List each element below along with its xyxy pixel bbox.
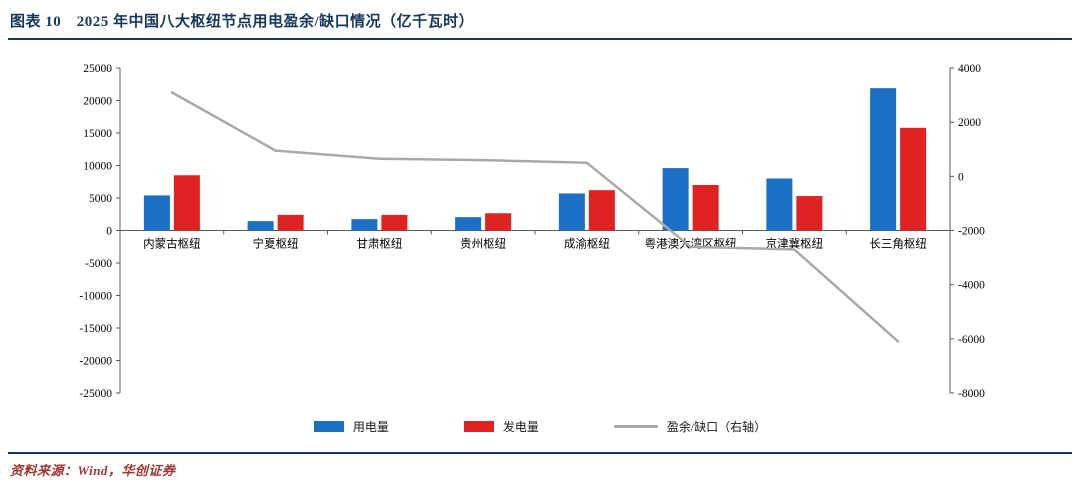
combo-chart: 2500020000150001000050000-5000-10000-150… [79,63,985,400]
x-axis-label: 成渝枢纽 [564,237,610,251]
bar-generation [173,175,200,231]
bar-consumption [662,168,689,231]
bar-consumption [143,195,170,231]
y-axis-right-label: 2000 [958,117,981,129]
legend-label-consumption: 用电量 [352,420,389,434]
chart-legend: 用电量 发电量 盈余/缺口（右轴） [0,418,1080,435]
legend-item-surplus: 盈余/缺口（右轴） [613,418,767,435]
y-axis-left-label: 10000 [83,161,112,173]
y-axis-right-label: 4000 [958,63,981,75]
title-divider [8,38,1072,40]
y-axis-right-label: -6000 [958,334,985,346]
x-axis-label: 甘肃枢纽 [356,237,402,251]
chart-title: 图表 10 2025 年中国八大枢纽节点用电盈余/缺口情况（亿千瓦时） [10,14,475,30]
bar-generation [277,214,304,231]
bar-consumption [351,219,378,231]
bar-consumption [247,221,274,231]
y-axis-left-label: -15000 [79,323,112,335]
x-axis-label: 长三角枢纽 [869,237,927,251]
bar-generation [588,190,615,231]
consumption-swatch [313,421,344,432]
footer-divider [8,452,1072,454]
x-axis-label: 宁夏枢纽 [253,237,299,251]
y-axis-left-label: -10000 [79,291,112,303]
y-axis-left-label: 5000 [89,193,112,205]
y-axis-left-label: 20000 [83,96,112,108]
bar-consumption [766,178,793,231]
surplus-line-swatch [613,425,658,428]
y-axis-left-label: 25000 [83,63,112,75]
legend-label-surplus: 盈余/缺口（右轴） [666,420,767,434]
y-axis-left-label: -5000 [85,258,112,270]
y-axis-left-label: 0 [106,226,112,238]
y-axis-right-label: 0 [958,171,964,183]
y-axis-right-label: -4000 [958,280,985,292]
bar-consumption [558,193,585,231]
bar-generation [381,214,408,231]
y-axis-left-label: -25000 [79,388,112,400]
y-axis-right-label: -2000 [958,226,985,238]
y-axis-left-label: -20000 [79,356,112,368]
source-note: 资料来源：Wind，华创证券 [10,463,176,478]
bar-generation [796,196,823,231]
bar-consumption [870,88,897,231]
legend-item-generation: 发电量 [463,418,539,435]
bar-generation [900,127,927,231]
legend-label-generation: 发电量 [502,420,539,434]
bar-generation [692,185,719,231]
bar-consumption [455,217,482,231]
generation-swatch [463,421,494,432]
bar-generation [485,213,512,231]
surplus-line [170,91,900,343]
legend-item-consumption: 用电量 [313,418,389,435]
y-axis-left-label: 15000 [83,128,112,140]
x-axis-label: 贵州枢纽 [460,237,506,251]
x-axis-label: 京津冀枢纽 [766,237,824,251]
y-axis-right-label: -8000 [958,388,985,400]
x-axis-label: 内蒙古枢纽 [143,237,201,251]
